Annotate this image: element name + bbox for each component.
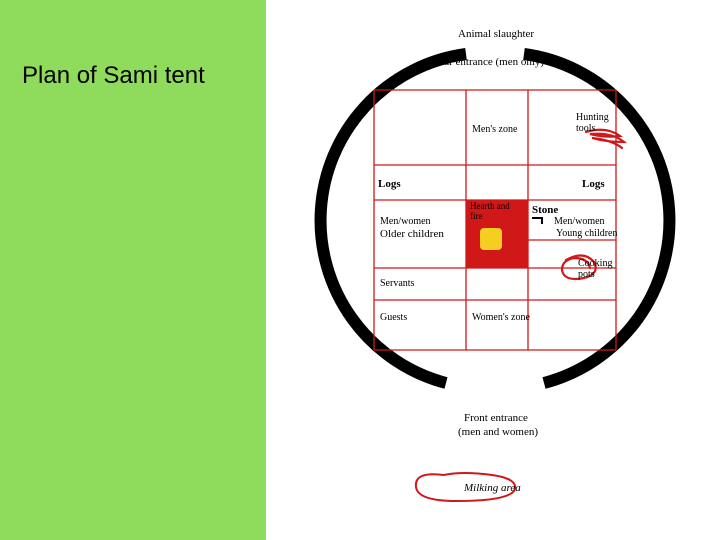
- diagram-container: Animal slaughter Rear entrance (men only…: [266, 0, 720, 540]
- label-men-women-left: Men/women: [380, 216, 431, 227]
- stone-mark: [532, 218, 542, 224]
- hearth-center: [480, 228, 502, 250]
- label-womens-zone: Women's zone: [472, 312, 530, 323]
- label-men-women-right: Men/women: [554, 216, 605, 227]
- label-front-entrance-2: (men and women): [458, 426, 538, 438]
- label-stone: Stone: [532, 204, 558, 216]
- label-cooking-pots: Cooking pots: [578, 258, 612, 280]
- label-mens-zone: Men's zone: [472, 124, 517, 135]
- page-title: Plan of Sami tent: [22, 62, 205, 90]
- tent-diagram-svg: [266, 0, 720, 540]
- label-young-children: Young children: [556, 228, 617, 239]
- label-front-entrance-1: Front entrance: [464, 412, 528, 424]
- label-hearth-fire: Hearth and fire: [470, 202, 510, 222]
- label-servants: Servants: [380, 278, 414, 289]
- label-animal-slaughter: Animal slaughter: [458, 28, 534, 40]
- label-rear-entrance: Rear entrance (men only): [432, 56, 544, 68]
- label-logs-left: Logs: [378, 178, 401, 190]
- label-older-children: Older children: [380, 228, 444, 240]
- label-hunting-tools: Hunting tools: [576, 112, 609, 134]
- label-milking-area: Milking area: [464, 482, 521, 494]
- scribbles: [562, 130, 624, 279]
- label-logs-right: Logs: [582, 178, 605, 190]
- page: Plan of Sami tent: [0, 0, 720, 540]
- label-guests: Guests: [380, 312, 407, 323]
